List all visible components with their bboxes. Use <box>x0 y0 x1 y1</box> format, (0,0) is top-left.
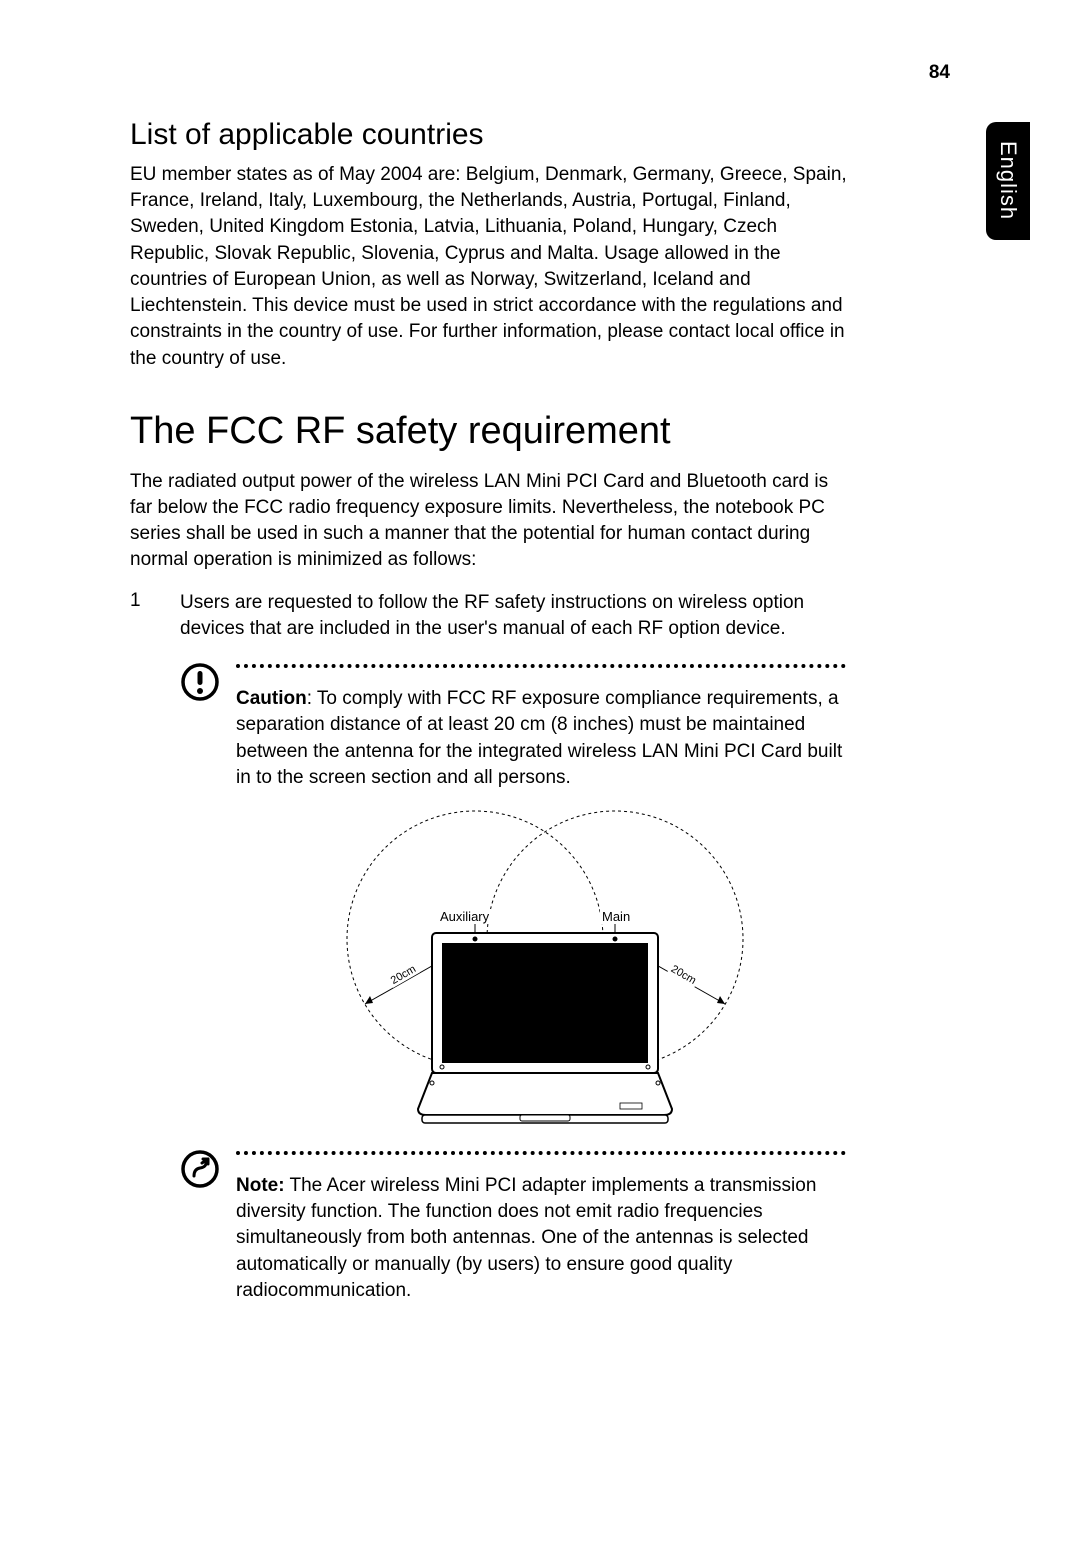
diagram-main-label: Main <box>600 909 632 924</box>
page-number: 84 <box>929 62 950 84</box>
note-callout: Note: The Acer wireless Mini PCI adapter… <box>180 1151 960 1304</box>
caution-body: : To comply with FCC RF exposure complia… <box>236 688 842 788</box>
rf-diagram: Auxiliary Main 20cm 20cm <box>130 809 960 1129</box>
dotted-divider <box>236 664 846 668</box>
note-text: Note: The Acer wireless Mini PCI adapter… <box>236 1173 846 1304</box>
document-page: 84 English List of applicable countries … <box>0 0 1080 1364</box>
section-body-countries: EU member states as of May 2004 are: Bel… <box>130 162 850 372</box>
list-number: 1 <box>130 590 180 642</box>
language-tab-label: English <box>995 141 1021 220</box>
note-icon <box>180 1149 222 1194</box>
list-text: Users are requested to follow the RF saf… <box>180 590 860 642</box>
caution-callout: Caution: To comply with FCC RF exposure … <box>180 664 960 791</box>
note-label: Note: <box>236 1175 285 1196</box>
numbered-list-item: 1 Users are requested to follow the RF s… <box>130 590 960 642</box>
language-tab: English <box>986 122 1030 240</box>
caution-label: Caution <box>236 688 307 709</box>
diagram-aux-label: Auxiliary <box>438 909 491 924</box>
section-heading-fcc: The FCC RF safety requirement <box>130 410 960 453</box>
section-heading-countries: List of applicable countries <box>130 118 960 152</box>
note-body: The Acer wireless Mini PCI adapter imple… <box>236 1175 816 1301</box>
section-intro-fcc: The radiated output power of the wireles… <box>130 469 850 574</box>
caution-icon <box>180 662 222 707</box>
caution-text: Caution: To comply with FCC RF exposure … <box>236 686 846 791</box>
dotted-divider <box>236 1151 846 1155</box>
